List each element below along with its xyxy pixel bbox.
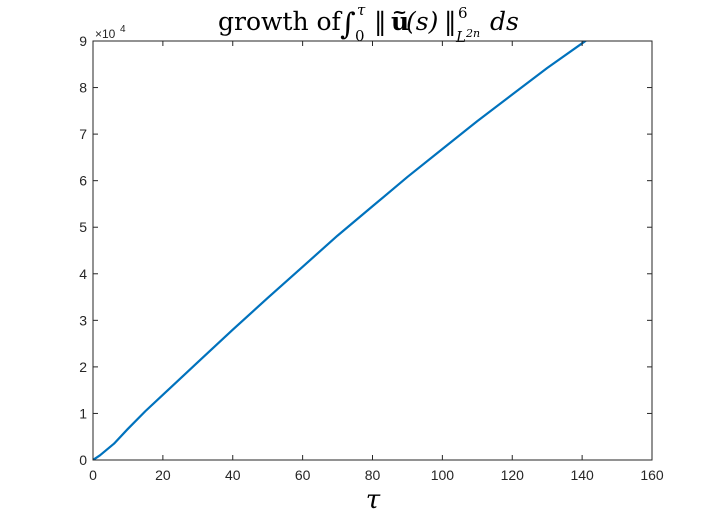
y-tick-label: 2 (79, 359, 87, 375)
x-tick-label: 0 (89, 467, 97, 483)
x-tick-label: 40 (225, 467, 241, 483)
title-integral-sign: ∫ (340, 7, 356, 42)
title-vector: u (391, 7, 409, 36)
title-norm-space: L (455, 28, 466, 46)
y-tick-label: 0 (79, 452, 87, 468)
chart-title: growth of ∫ τ 0 ‖ ~ u (s) ‖ 6 L 2n ds (218, 1, 519, 46)
title-norm-close: ‖ (444, 7, 457, 37)
y-tick-label: 1 (79, 405, 87, 421)
title-norm-open: ‖ (374, 7, 387, 37)
y-tick-label: 7 (79, 126, 87, 142)
x-axis-ticks: 0 20 40 60 80 100 120 140 160 (89, 41, 664, 483)
plot-area (93, 41, 588, 460)
y-tick-label: 6 (79, 173, 87, 189)
x-tick-label: 100 (431, 467, 455, 483)
y-tick-label: 3 (79, 312, 87, 328)
series-line-0 (93, 41, 588, 460)
x-tick-label: 140 (570, 467, 594, 483)
axes-box (92, 40, 653, 461)
axes (92, 40, 653, 461)
y-multiplier-base: ×10 (95, 27, 116, 41)
x-tick-label: 80 (365, 467, 381, 483)
title-exponent: 6 (458, 4, 468, 22)
title-vector-tilde: ~ (392, 2, 407, 23)
title-upper-limit: τ (357, 1, 366, 19)
title-differential: ds (490, 7, 519, 36)
y-axis-multiplier: ×10 4 (95, 24, 126, 41)
x-axis-label: τ (366, 485, 381, 515)
title-norm-space-sup: 2n (465, 27, 480, 40)
title-lower-limit: 0 (355, 27, 365, 45)
y-tick-label: 9 (79, 33, 87, 49)
y-tick-label: 8 (79, 80, 87, 96)
x-tick-label: 120 (501, 467, 525, 483)
y-tick-label: 4 (79, 266, 87, 282)
title-argument: (s) (406, 7, 438, 36)
x-tick-label: 160 (640, 467, 664, 483)
x-tick-label: 60 (295, 467, 311, 483)
y-multiplier-exponent: 4 (120, 24, 126, 35)
svg-text:growth of: growth of (218, 7, 343, 36)
x-tick-label: 20 (155, 467, 171, 483)
title-prefix: growth of (218, 7, 343, 36)
y-axis-ticks: 0 1 2 3 4 5 6 7 8 9 (79, 33, 652, 468)
y-tick-label: 5 (79, 219, 87, 235)
